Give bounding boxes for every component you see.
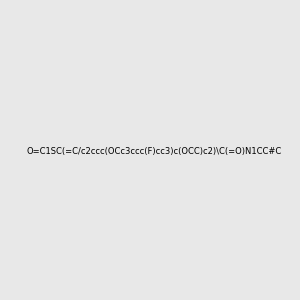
Text: O=C1SC(=C/c2ccc(OCc3ccc(F)cc3)c(OCC)c2)\C(=O)N1CC#C: O=C1SC(=C/c2ccc(OCc3ccc(F)cc3)c(OCC)c2)\… xyxy=(26,147,281,156)
